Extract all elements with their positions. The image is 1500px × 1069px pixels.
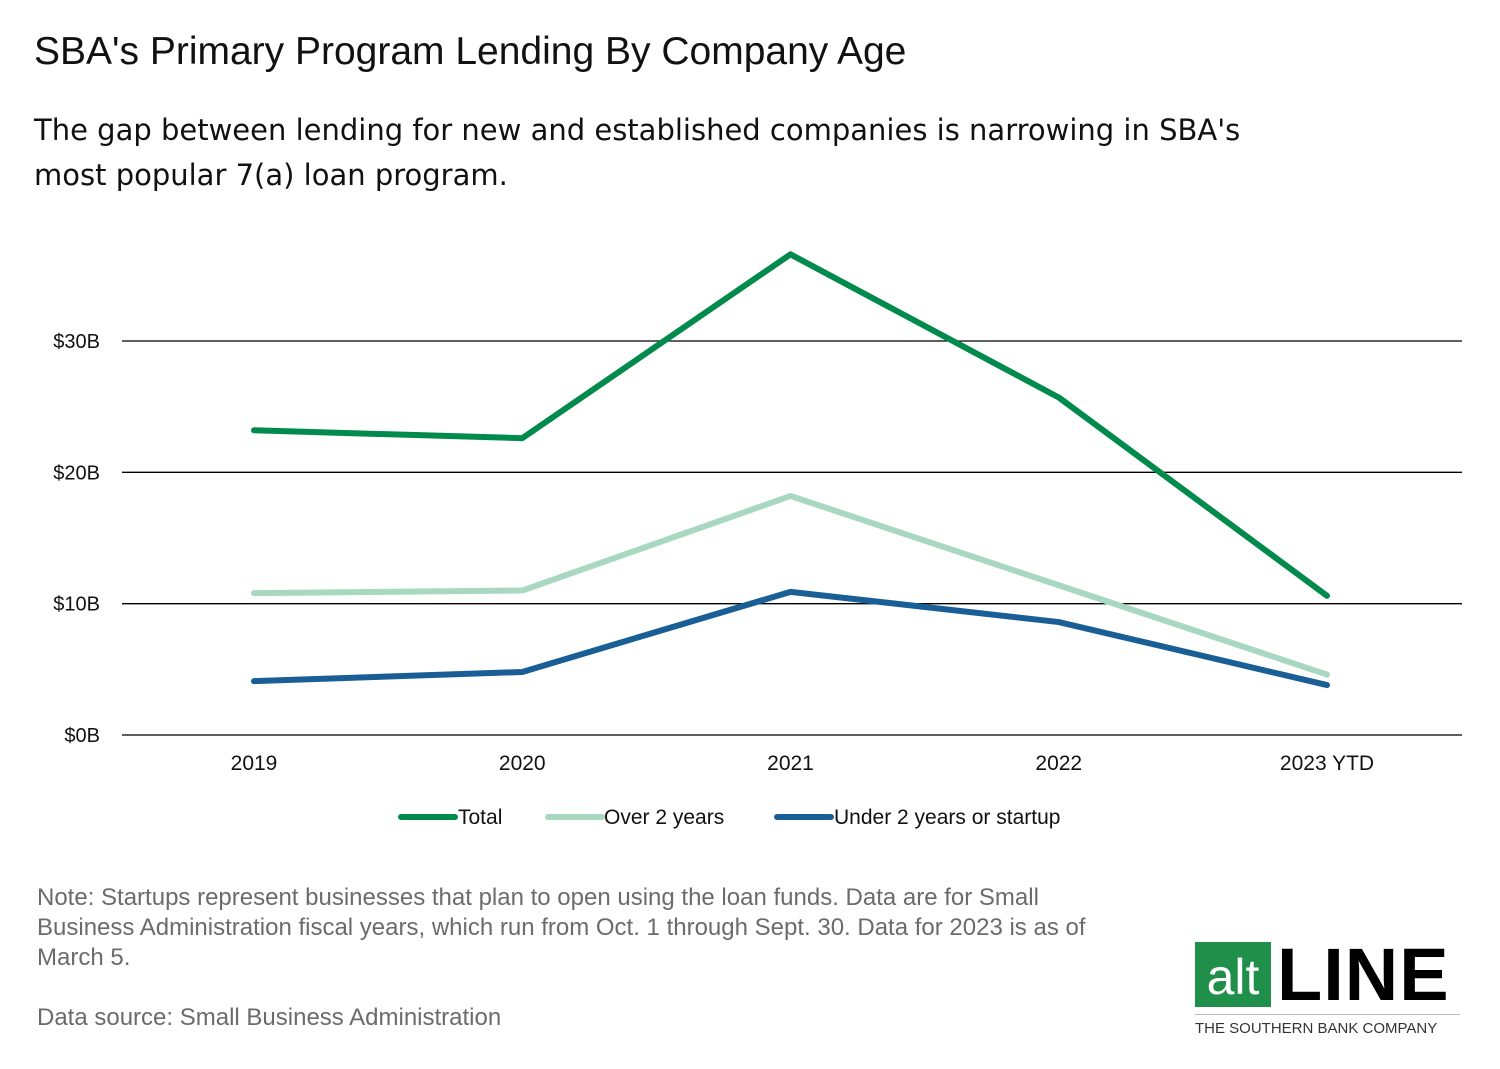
y-tick-label: $0B (64, 725, 100, 747)
line-chart: $0B $10B $20B $30B 2019 2020 2021 2022 2023 YTD… (53, 251, 1462, 829)
chart-title: SBA's Primary Program Lending By Company… (34, 30, 907, 73)
legend-label: Under 2 years or startup (834, 806, 1060, 829)
x-tick-label: 2019 (231, 752, 278, 775)
y-tick-label: $10B (53, 594, 100, 616)
logo-alt-box: alt (1195, 942, 1271, 1007)
legend-label: Total (458, 806, 502, 829)
logo-tagline: THE SOUTHERN BANK COMPANY (1195, 1020, 1438, 1037)
x-tick-label: 2021 (767, 752, 814, 775)
x-tick-label: 2022 (1035, 752, 1082, 775)
data-source: Data source: Small Business Administrati… (37, 1004, 502, 1031)
chart-subtitle: The gap between lending for new and esta… (34, 113, 1241, 192)
x-tick-label: 2023 YTD (1280, 752, 1374, 775)
series-line-under-2-years-or-startup (251, 588, 1330, 689)
y-tick-label: $20B (53, 462, 100, 484)
y-tick-label: $30B (53, 331, 100, 353)
altline-logo: alt LINE THE SOUTHERN BANK COMPANY (1195, 933, 1460, 1037)
logo-divider (1195, 1014, 1460, 1015)
x-tick-label: 2020 (499, 752, 546, 775)
series-line-total (251, 251, 1330, 599)
legend-label: Over 2 years (604, 806, 724, 829)
logo-line-text: LINE (1277, 933, 1450, 1016)
chart-note: Note: Startups represent businesses that… (37, 884, 1086, 971)
